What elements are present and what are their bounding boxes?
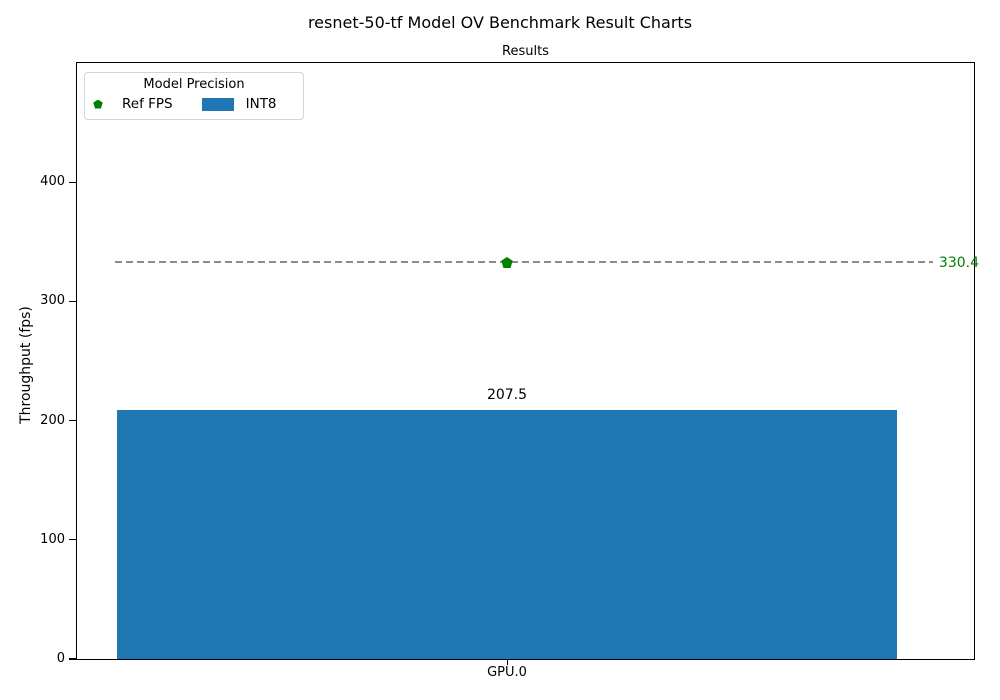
x-tick-mark xyxy=(507,660,509,665)
ref-fps-dashed-line xyxy=(115,261,933,263)
y-axis-label: Throughput (fps) xyxy=(18,306,34,424)
plot-area: 0 100 200 300 400 207.5 330.4 GPU.0 Mode… xyxy=(40,62,979,680)
legend-title: Model Precision xyxy=(143,77,245,92)
legend-entry-int8: INT8 xyxy=(245,96,277,112)
y-tick-label: 400 xyxy=(40,174,65,190)
legend: Model Precision Ref FPS INT8 xyxy=(84,72,304,120)
y-tick-label: 100 xyxy=(40,531,65,547)
axes-title: Results xyxy=(502,44,549,59)
y-tick-mark xyxy=(69,420,76,422)
y-tick-label: 0 xyxy=(56,651,65,666)
bar-int8 xyxy=(117,410,897,659)
y-tick-mark xyxy=(69,658,76,660)
y-tick-label: 200 xyxy=(40,412,65,428)
bar-value-label: 207.5 xyxy=(486,387,528,403)
ref-fps-marker-icon xyxy=(501,257,513,268)
int8-legend-swatch xyxy=(201,97,234,111)
ref-fps-value-label: 330.4 xyxy=(938,255,979,271)
y-tick-mark xyxy=(69,539,76,541)
y-tick-mark xyxy=(69,181,76,183)
legend-row: Ref FPS INT8 xyxy=(85,96,303,112)
y-tick-label: 300 xyxy=(40,293,65,309)
x-tick-label-gpu0: GPU.0 xyxy=(487,665,527,680)
ref-fps-legend-marker-icon xyxy=(93,99,103,109)
figure-title: resnet-50-tf Model OV Benchmark Result C… xyxy=(307,13,693,32)
y-tick-mark xyxy=(69,300,76,302)
legend-entry-ref-fps: Ref FPS xyxy=(122,96,173,112)
